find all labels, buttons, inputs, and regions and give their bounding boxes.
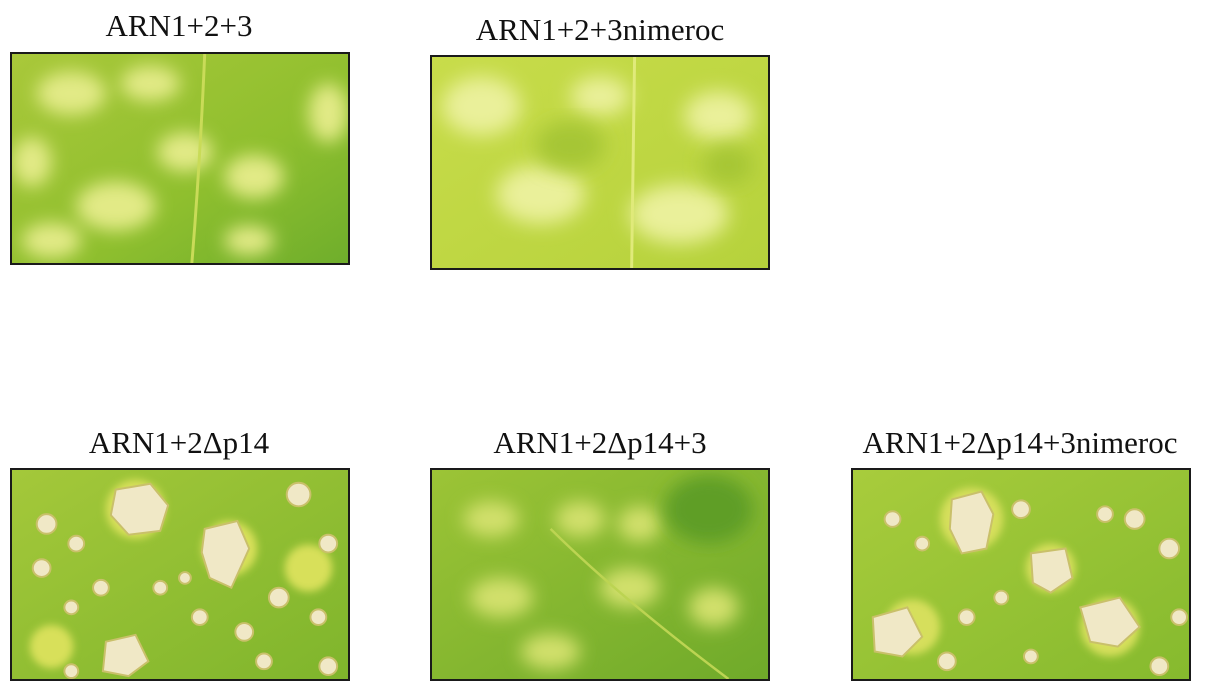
leaf-photo-3 [10, 468, 350, 681]
leaf-photo-2 [430, 55, 770, 270]
panel-label-1: ARN1+2+3 [105, 8, 253, 43]
panel-label-5: ARN1+2Δp14+3nimeroc [862, 425, 1178, 460]
leaf-photo-4 [430, 468, 770, 681]
panel-label-3: ARN1+2Δp14 [88, 425, 270, 460]
leaf-photo-5 [851, 468, 1191, 681]
leaf-photo-1 [10, 52, 350, 265]
panel-label-4: ARN1+2Δp14+3 [493, 425, 707, 460]
panel-label-2: ARN1+2+3nimeroc [475, 12, 725, 47]
